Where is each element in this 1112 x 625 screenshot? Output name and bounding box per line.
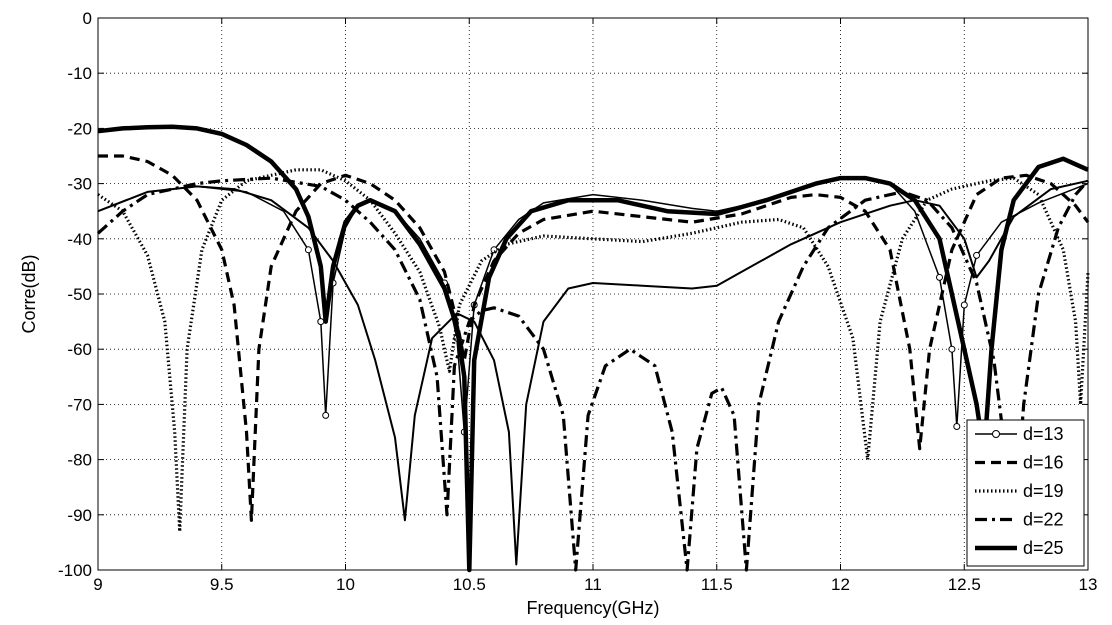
series-marker-d13 bbox=[936, 273, 943, 281]
y-tick-label: -40 bbox=[67, 230, 92, 249]
legend-label: d=19 bbox=[1023, 481, 1064, 501]
y-tick-label: -20 bbox=[67, 119, 92, 138]
x-tick-label: 9 bbox=[93, 575, 102, 594]
series-line-unlabeled-5 bbox=[97, 179, 1089, 566]
grid-lines bbox=[98, 18, 1088, 570]
legend-label: d=25 bbox=[1023, 538, 1064, 558]
series-marker-d13 bbox=[960, 301, 968, 309]
series-marker-d13 bbox=[490, 246, 498, 254]
y-tick-label: 0 bbox=[83, 9, 92, 28]
legend: d=13 d=16 d=19 d=22 d=25 bbox=[966, 419, 1085, 567]
legend-label: d=16 bbox=[1023, 453, 1064, 473]
series-marker-d13 bbox=[304, 246, 312, 254]
y-tick-label: -50 bbox=[67, 285, 92, 304]
y-tick-label: -60 bbox=[67, 340, 92, 359]
y-axis-title: Corre(dB) bbox=[19, 254, 39, 333]
series-line-d13 bbox=[97, 177, 1089, 433]
x-tick-label: 10.5 bbox=[453, 575, 486, 594]
legend-label: d=13 bbox=[1023, 424, 1064, 444]
series-marker-d13 bbox=[948, 345, 956, 353]
x-tick-label: 13 bbox=[1079, 575, 1098, 594]
series-line-d16 bbox=[98, 154, 1090, 522]
series-marker-d13 bbox=[953, 423, 961, 430]
legend-marker bbox=[992, 430, 1000, 438]
series-marker-d13 bbox=[322, 411, 330, 419]
x-tick-label: 12 bbox=[831, 575, 850, 594]
series-marker-d13 bbox=[973, 251, 981, 259]
x-axis-title: Frequency(GHz) bbox=[526, 598, 659, 618]
series-line-d19 bbox=[97, 168, 1090, 533]
series-marker-d13 bbox=[317, 318, 325, 326]
y-tick-label: -80 bbox=[67, 451, 92, 470]
y-tick-label: -30 bbox=[67, 175, 92, 194]
axis-ticks: 9 9.5 10 10.5 11 11.5 12 12.5 13 0 -10 -20 -30 -40 -50… bbox=[58, 9, 1097, 594]
x-tick-label: 11 bbox=[584, 575, 602, 594]
x-tick-label: 9.5 bbox=[210, 575, 234, 594]
legend-label: d=22 bbox=[1023, 510, 1064, 530]
y-tick-label: -90 bbox=[67, 506, 92, 525]
x-tick-label: 12.5 bbox=[948, 575, 981, 594]
series-line-d25 bbox=[97, 124, 1089, 573]
legend-box bbox=[966, 419, 1085, 567]
y-tick-label: -70 bbox=[67, 395, 92, 414]
x-tick-label: 11.5 bbox=[701, 575, 733, 594]
series-line-d22 bbox=[96, 176, 1090, 572]
x-tick-label: 10 bbox=[336, 575, 355, 594]
y-tick-label: -100 bbox=[58, 561, 92, 580]
series-layer bbox=[96, 124, 1090, 573]
y-tick-label: -10 bbox=[67, 64, 92, 83]
